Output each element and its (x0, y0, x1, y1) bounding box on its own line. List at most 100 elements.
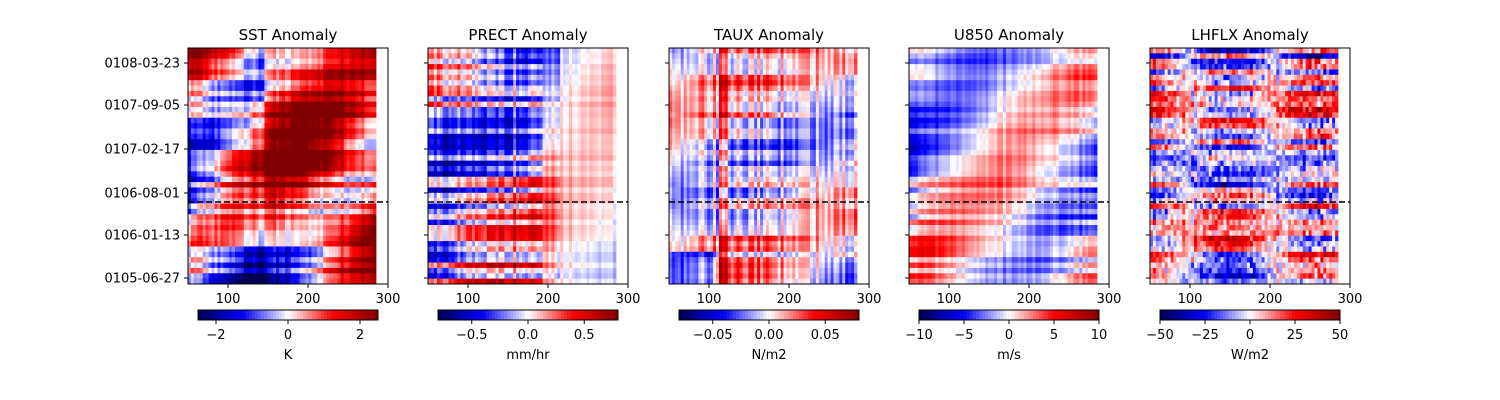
heatmap-cell (193, 117, 198, 124)
heatmap-cell (539, 133, 543, 140)
heatmap-cell (249, 149, 254, 156)
heatmap-cell (519, 187, 523, 194)
heatmap-cell (193, 208, 198, 215)
heatmap-cell (246, 219, 251, 226)
heatmap-cell (439, 219, 444, 226)
heatmap-cell (428, 48, 432, 54)
heatmap-cell (457, 90, 461, 97)
heatmap-cell (492, 117, 496, 124)
heatmap-cell (337, 128, 342, 135)
heatmap-cell (577, 166, 582, 172)
heatmap-cell (232, 96, 236, 103)
heatmap-cell (504, 128, 508, 135)
heatmap-cell (436, 155, 441, 162)
heatmap-cell (314, 90, 318, 97)
heatmap-cell (586, 128, 590, 135)
heatmap-cell (296, 182, 301, 188)
heatmap-cell (220, 257, 224, 263)
heatmap-cell (601, 149, 605, 156)
heatmap-cell (252, 246, 256, 253)
heatmap-cell (317, 80, 321, 86)
heatmap-cell (489, 198, 494, 204)
heatmap-cell (334, 160, 339, 167)
heatmap-cell (323, 203, 327, 210)
heatmap-cell (439, 149, 444, 156)
heatmap-cell (308, 251, 312, 258)
heatmap-cell (240, 166, 245, 172)
heatmap-cell (290, 85, 295, 92)
heatmap-cell (240, 267, 245, 274)
heatmap-cell (563, 90, 567, 97)
heatmap-cell (237, 58, 242, 65)
heatmap-cell (305, 257, 309, 263)
heatmap-cell (217, 187, 221, 194)
heatmap-cell (445, 74, 449, 81)
heatmap-cell (196, 257, 201, 263)
heatmap-cell (237, 117, 242, 124)
heatmap-cell (305, 107, 309, 113)
heatmap-cell (498, 117, 502, 124)
heatmap-cell (589, 139, 593, 145)
heatmap-cell (454, 203, 458, 210)
heatmap-cell (240, 48, 245, 54)
heatmap-cell (329, 107, 333, 113)
heatmap-cell (510, 128, 514, 135)
heatmap-cell (601, 171, 605, 178)
heatmap-cell (527, 133, 532, 140)
heatmap-cell (516, 64, 520, 70)
heatmap-cell (326, 187, 330, 194)
heatmap-cell (524, 198, 529, 204)
heatmap-cell (193, 225, 198, 231)
heatmap-cell (323, 133, 327, 140)
heatmap-cell (205, 74, 209, 81)
heatmap-cell (510, 176, 514, 183)
heatmap-cell (232, 107, 236, 113)
heatmap-cell (542, 69, 546, 76)
heatmap-cell (246, 90, 251, 97)
heatmap-cell (504, 139, 508, 145)
heatmap-cell (340, 133, 345, 140)
heatmap-cell (489, 69, 494, 76)
heatmap-cell (439, 176, 444, 183)
heatmap-cell (243, 219, 248, 226)
heatmap-cell (607, 96, 611, 103)
heatmap-cell (522, 123, 526, 129)
heatmap-cell (504, 171, 508, 178)
heatmap-cell (516, 80, 520, 86)
heatmap-cell (329, 257, 333, 263)
heatmap-cell (469, 69, 473, 76)
heatmap-cell (454, 182, 458, 188)
heatmap-cell (346, 155, 350, 162)
heatmap-cell (290, 214, 295, 221)
heatmap-cell (346, 160, 350, 167)
heatmap-cell (220, 208, 224, 215)
heatmap-cell (463, 117, 467, 124)
heatmap-cell (510, 187, 514, 194)
colorbar-step (348, 310, 352, 320)
colorbar-step (258, 310, 262, 320)
heatmap-cell (243, 251, 248, 258)
heatmap-cell (255, 176, 259, 183)
heatmap-cell (580, 53, 585, 60)
heatmap-cell (370, 214, 374, 221)
heatmap-cell (524, 90, 529, 97)
heatmap-cell (569, 123, 573, 129)
heatmap-cell (610, 133, 614, 140)
heatmap-cell (208, 107, 212, 113)
heatmap-cell (445, 155, 449, 162)
heatmap-cell (451, 123, 455, 129)
heatmap-cell (340, 74, 345, 81)
heatmap-cell (264, 225, 268, 231)
heatmap-cell (610, 101, 614, 108)
heatmap-cell (580, 144, 585, 151)
heatmap-cell (282, 85, 286, 92)
heatmap-cell (510, 149, 514, 156)
heatmap-cell (188, 117, 192, 124)
heatmap-cell (290, 144, 295, 151)
heatmap-cell (188, 112, 192, 119)
heatmap-cell (346, 203, 350, 210)
heatmap-cell (235, 257, 239, 263)
heatmap-cell (214, 203, 218, 210)
heatmap-cell (232, 214, 236, 221)
heatmap-cell (477, 187, 482, 194)
